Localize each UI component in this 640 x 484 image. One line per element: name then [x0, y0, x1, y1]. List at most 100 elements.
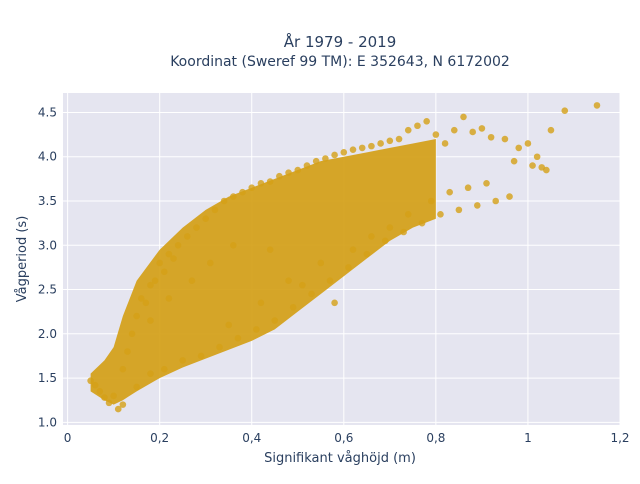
data-point	[119, 365, 127, 373]
x-axis-label: Signifikant våghöjd (m)	[264, 451, 416, 466]
y-tick-label: 2.0	[38, 327, 57, 341]
data-point	[510, 157, 518, 165]
data-point	[529, 162, 536, 169]
data-point	[207, 259, 214, 267]
data-point	[151, 277, 159, 284]
data-point	[450, 126, 458, 134]
data-point	[188, 277, 196, 284]
data-point	[515, 144, 523, 152]
data-point	[331, 299, 338, 307]
data-point	[183, 233, 191, 240]
x-tick-label: 0,2	[150, 431, 169, 445]
data-point	[414, 122, 421, 130]
data-point	[432, 131, 440, 138]
data-point	[230, 241, 237, 249]
data-point	[174, 241, 182, 249]
x-tick-label: 0	[64, 431, 72, 445]
data-point	[464, 184, 472, 192]
data-point	[193, 224, 200, 231]
data-point	[593, 102, 601, 109]
data-point	[271, 317, 279, 324]
x-tick-label: 0,8	[426, 431, 445, 445]
data-point	[266, 178, 274, 185]
data-point	[225, 321, 233, 329]
data-point	[381, 237, 389, 245]
data-point	[165, 250, 173, 258]
data-point	[289, 303, 297, 311]
data-point	[326, 277, 334, 284]
data-point	[239, 188, 246, 196]
data-point	[473, 202, 481, 209]
x-tick-label: 0,4	[242, 431, 261, 445]
data-point	[492, 197, 500, 205]
data-point	[437, 210, 444, 218]
data-point	[147, 281, 154, 289]
data-point	[142, 299, 150, 307]
data-point	[285, 169, 292, 176]
data-point	[220, 197, 228, 205]
data-point	[147, 317, 154, 324]
data-point	[478, 125, 486, 132]
data-point	[317, 259, 325, 267]
data-point	[363, 250, 371, 258]
data-point	[114, 405, 122, 413]
data-points	[87, 102, 601, 413]
data-point	[197, 352, 205, 360]
data-point	[418, 219, 426, 227]
data-point	[248, 184, 256, 192]
data-point	[423, 118, 430, 125]
data-point	[165, 295, 173, 302]
data-point	[101, 394, 108, 401]
data-point	[400, 228, 407, 236]
data-point	[257, 180, 265, 187]
data-point	[160, 268, 168, 276]
y-tick-label: 3.0	[38, 238, 57, 252]
y-axis-ticks: 1.0 1.5 2.0 2.5 3.0 3.5 4.0 4.5	[38, 105, 57, 429]
data-point	[331, 151, 338, 159]
data-point	[96, 388, 104, 395]
y-tick-label: 2.5	[38, 283, 57, 297]
data-point	[427, 197, 435, 205]
data-point	[160, 365, 168, 373]
y-tick-label: 1.0	[38, 415, 57, 429]
y-tick-label: 1.5	[38, 371, 57, 385]
data-point	[257, 299, 265, 307]
data-point	[469, 128, 476, 136]
data-point	[358, 144, 366, 152]
data-point	[377, 140, 384, 147]
data-point	[211, 206, 219, 214]
data-point	[455, 206, 463, 214]
data-point	[299, 281, 306, 289]
data-point	[345, 264, 352, 271]
x-axis-ticks: 0 0,2 0,4 0,6 0,8 1 1,2	[64, 431, 630, 445]
dense-band	[90, 139, 436, 405]
data-point	[368, 142, 375, 150]
data-point	[253, 326, 260, 333]
x-tick-label: 1	[524, 431, 532, 445]
data-point	[119, 401, 127, 408]
data-point	[147, 370, 154, 377]
data-point	[349, 146, 357, 153]
data-point	[133, 312, 140, 320]
chart-subtitle: Koordinat (Sweref 99 TM): E 352643, N 61…	[170, 54, 510, 70]
data-point	[506, 193, 513, 200]
data-point	[340, 149, 348, 156]
data-point	[460, 113, 467, 121]
data-point	[170, 255, 177, 262]
data-point	[303, 162, 311, 169]
data-point	[368, 233, 375, 240]
data-point	[294, 166, 302, 174]
data-point	[128, 330, 136, 338]
dense-point-cloud	[90, 139, 436, 405]
data-point	[312, 157, 320, 165]
data-point	[561, 107, 569, 115]
data-point	[395, 135, 403, 143]
data-point	[524, 140, 532, 147]
data-point	[202, 215, 210, 223]
data-point	[124, 348, 131, 355]
y-tick-label: 4.0	[38, 150, 57, 164]
data-point	[386, 137, 394, 145]
data-point	[133, 383, 140, 391]
